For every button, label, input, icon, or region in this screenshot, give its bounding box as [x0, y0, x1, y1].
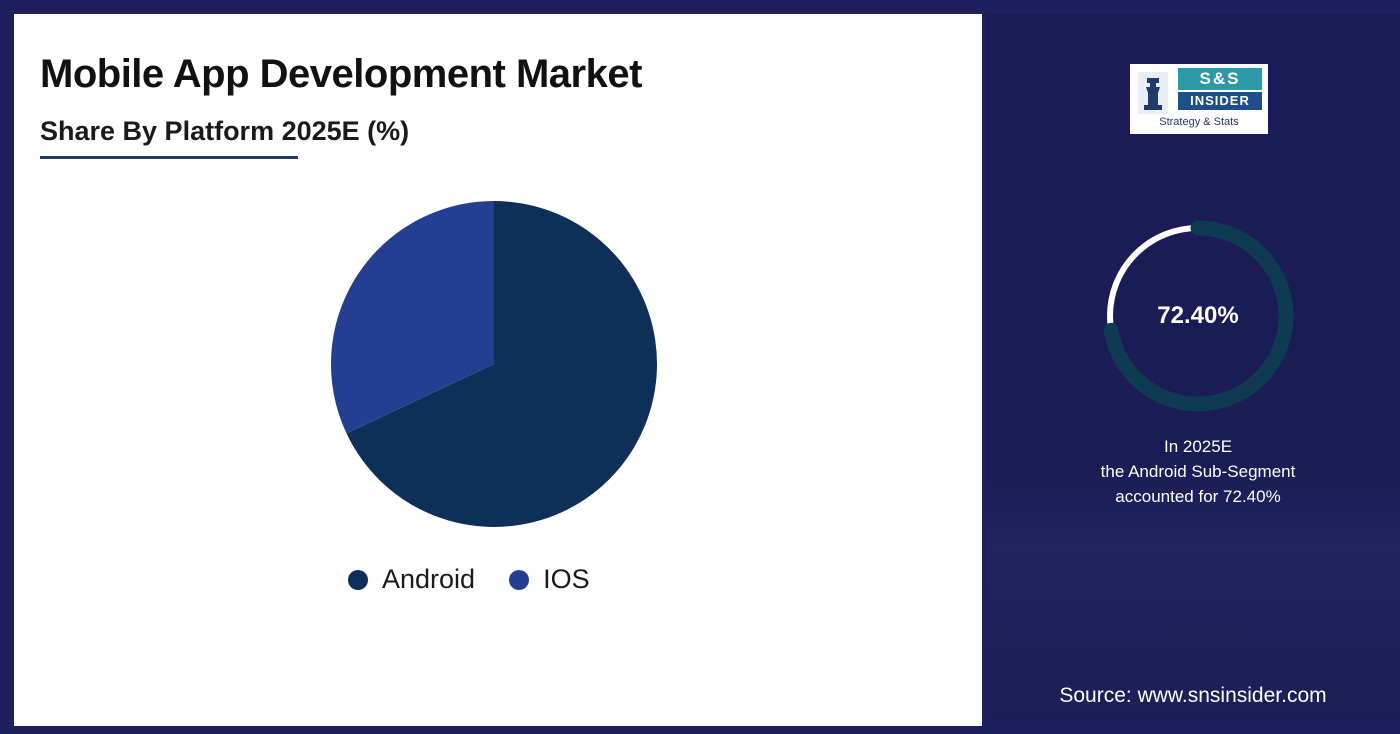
chart-panel: Mobile App Development Market Share By P… — [14, 14, 982, 726]
legend-label-ios: IOS — [543, 564, 590, 594]
highlight-description: In 2025E the Android Sub-Segment account… — [1036, 434, 1360, 509]
pie-slice-android — [346, 201, 657, 527]
source-credit: Source: www.snsinsider.com — [1059, 684, 1327, 707]
share-ring-value: 72.40% — [1157, 302, 1239, 329]
legend-swatch-ios — [509, 569, 530, 590]
desc-line-3: accounted for 72.40% — [1115, 487, 1281, 506]
chart-title: Mobile App Development Market — [40, 52, 642, 96]
company-logo: S&S INSIDER Strategy & Stats — [1130, 64, 1268, 134]
legend-label-android: Android — [382, 564, 476, 594]
legend-item-ios: IOS — [509, 564, 590, 595]
share-ring-gauge — [1103, 220, 1294, 412]
pie-slice-ios — [330, 201, 494, 434]
legend-swatch-android — [348, 569, 368, 590]
legend-item-android: Android — [348, 564, 475, 595]
title-underline — [40, 156, 298, 159]
desc-line-1: In 2025E — [1163, 437, 1233, 456]
logo-tagline: Strategy & Stats — [1159, 116, 1239, 128]
ring-progress-arc — [1103, 220, 1294, 412]
highlight-panel: S&S INSIDER Strategy & Stats 72.40% In 2… — [986, 14, 1400, 726]
logo-subword: INSIDER — [1178, 92, 1262, 110]
chart-legend: Android IOS — [348, 564, 590, 595]
pie-chart — [330, 201, 657, 527]
logo-wordmark: S&S — [1178, 68, 1262, 90]
desc-line-2: the Android Sub-Segment — [1100, 462, 1296, 481]
chess-piece-icon — [1138, 72, 1168, 114]
chart-subtitle: Share By Platform 2025E (%) — [40, 116, 410, 146]
